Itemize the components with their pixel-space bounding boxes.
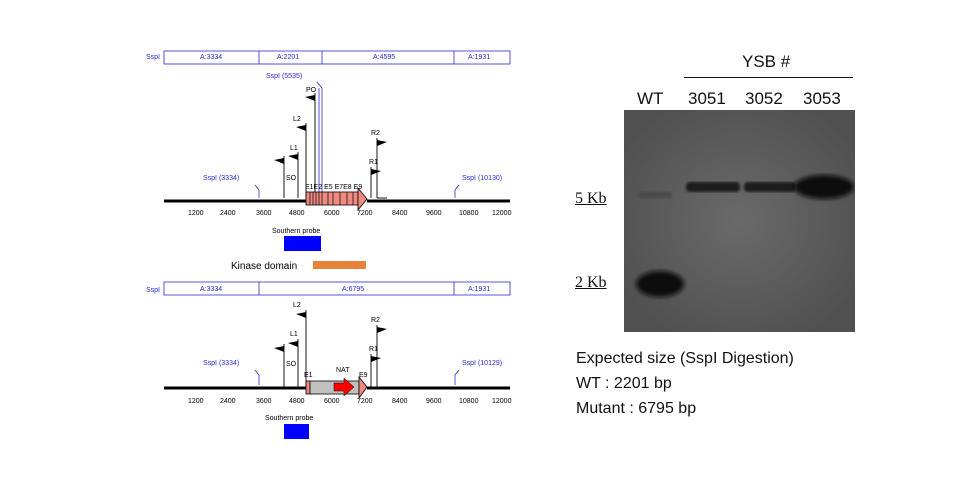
wt-primer-l2: L2	[293, 116, 301, 123]
flag-icon	[296, 312, 306, 318]
flag-icon	[371, 169, 381, 175]
flag-icon	[288, 154, 298, 160]
svg-text:1200: 1200	[188, 398, 204, 405]
svg-text:2400: 2400	[220, 398, 236, 405]
svg-text:4800: 4800	[289, 210, 305, 217]
wt-primer-l1: L1	[290, 145, 298, 152]
svg-text:3600: 3600	[256, 398, 272, 405]
wt-fragment-row-label: SspI	[146, 54, 160, 61]
ysb-group-label: YSB #	[742, 52, 791, 71]
flag-icon	[274, 158, 284, 164]
wt-exon-labels: E1E2 E5 E7E8 E9	[305, 184, 362, 191]
svg-text:10800: 10800	[459, 398, 479, 405]
wt-gene	[305, 186, 368, 212]
marker-2kb: 2 Kb	[575, 274, 607, 291]
wt-top-site-label: SspI (5535)	[266, 73, 302, 80]
mut-primer-l2: L2	[293, 302, 301, 309]
flag-icon	[288, 341, 298, 347]
wt-fragment-2: A:2201	[277, 54, 299, 61]
wt-primer-r1: R1	[369, 159, 378, 166]
lane-label-3052: 3052	[745, 89, 783, 108]
flag-icon	[377, 327, 387, 333]
lane-label-3051: 3051	[688, 89, 726, 108]
band-3053	[794, 175, 854, 199]
svg-text:8400: 8400	[392, 210, 408, 217]
nat-marker-arrow	[333, 377, 355, 397]
svg-text:12000: 12000	[492, 210, 512, 217]
flag-icon	[371, 356, 381, 362]
svg-text:8400: 8400	[392, 398, 408, 405]
flag-icon	[305, 95, 315, 101]
wt-primer-r2: R2	[371, 130, 380, 137]
wt-primer-po: PO	[306, 87, 317, 94]
lane-label-wt: WT	[637, 89, 664, 108]
mut-primer-l1: L1	[290, 331, 298, 338]
gene-map-figure: SspI A:3334 A:2201 A:4595 A:1931 SspI (5…	[146, 50, 512, 439]
wt-right-site-label: SspI (10130)	[462, 175, 502, 182]
wt-left-site-label: SspI (3334)	[203, 175, 239, 182]
gel-image	[624, 110, 855, 332]
band-wt-2kb	[636, 271, 684, 297]
ysb-group-line	[684, 77, 853, 78]
svg-text:7200: 7200	[357, 210, 373, 217]
flag-icon	[296, 125, 306, 131]
svg-text:9600: 9600	[426, 210, 442, 217]
svg-text:7200: 7200	[357, 398, 373, 405]
kinase-domain-label: Kinase domain	[231, 261, 297, 272]
mut-southern-probe	[284, 424, 309, 439]
wt-scale: 1200 2400 3600 4800 6000 7200 8400 9600 …	[188, 210, 512, 217]
expected-mutant: Mutant : 6795 bp	[576, 400, 697, 417]
svg-text:4800: 4800	[289, 398, 305, 405]
mut-fragment-3: A:1931	[468, 286, 490, 293]
mut-primers: L2 L1 SO R2 R1	[274, 302, 387, 388]
wt-fragment-4: A:1931	[468, 54, 490, 61]
wt-fragment-3: A:4595	[373, 54, 395, 61]
kinase-domain-bar	[313, 261, 366, 269]
svg-text:10800: 10800	[459, 210, 479, 217]
marker-5kb: 5 Kb	[575, 190, 607, 207]
flag-icon	[377, 140, 387, 146]
svg-text:12000: 12000	[492, 398, 512, 405]
band-wt-5kb	[638, 192, 672, 198]
svg-text:9600: 9600	[426, 398, 442, 405]
flag-icon	[274, 346, 284, 352]
wt-primers: PO L2 L1 SO R2 R1	[274, 87, 387, 199]
mut-exon-right: E9	[359, 372, 368, 379]
wt-fragment-row	[163, 50, 511, 65]
svg-text:2400: 2400	[220, 210, 236, 217]
wt-primer-so: SO	[286, 175, 297, 182]
mut-primer-r1: R1	[369, 346, 378, 353]
svg-text:1200: 1200	[188, 210, 204, 217]
band-3051	[686, 182, 740, 192]
expected-title: Expected size (SspI Digestion)	[576, 350, 794, 367]
mut-fragment-row-label: SspI	[146, 287, 160, 294]
mut-scale: 1200 2400 3600 4800 6000 7200 8400 9600 …	[188, 398, 512, 405]
wt-map: SspI A:3334 A:2201 A:4595 A:1931 SspI (5…	[146, 50, 512, 272]
expected-wt: WT : 2201 bp	[576, 375, 672, 392]
mut-right-site-label: SspI (10129)	[462, 360, 502, 367]
mut-primer-so: SO	[286, 361, 297, 368]
mut-exon-left: E1	[304, 372, 313, 379]
mutant-map: SspI A:3334 A:6795 A:1931 SspI (3334) Ss…	[146, 281, 512, 439]
mut-probe-label: Southern probe	[265, 415, 313, 422]
mut-fragment-1: A:3334	[200, 286, 222, 293]
lane-label-3053: 3053	[803, 89, 841, 108]
mut-marker-label: NAT	[336, 367, 350, 374]
svg-text:6000: 6000	[324, 210, 340, 217]
wt-probe-label: Southern probe	[272, 228, 320, 235]
mut-fragment-row	[163, 281, 511, 296]
mut-gene	[305, 375, 368, 400]
svg-text:3600: 3600	[256, 210, 272, 217]
wt-southern-probe	[284, 236, 321, 251]
band-3052	[744, 182, 796, 192]
mut-primer-r2: R2	[371, 317, 380, 324]
mut-left-site-label: SspI (3334)	[203, 360, 239, 367]
wt-fragment-1: A:3334	[200, 54, 222, 61]
mut-fragment-2: A:6795	[342, 286, 364, 293]
svg-text:6000: 6000	[324, 398, 340, 405]
